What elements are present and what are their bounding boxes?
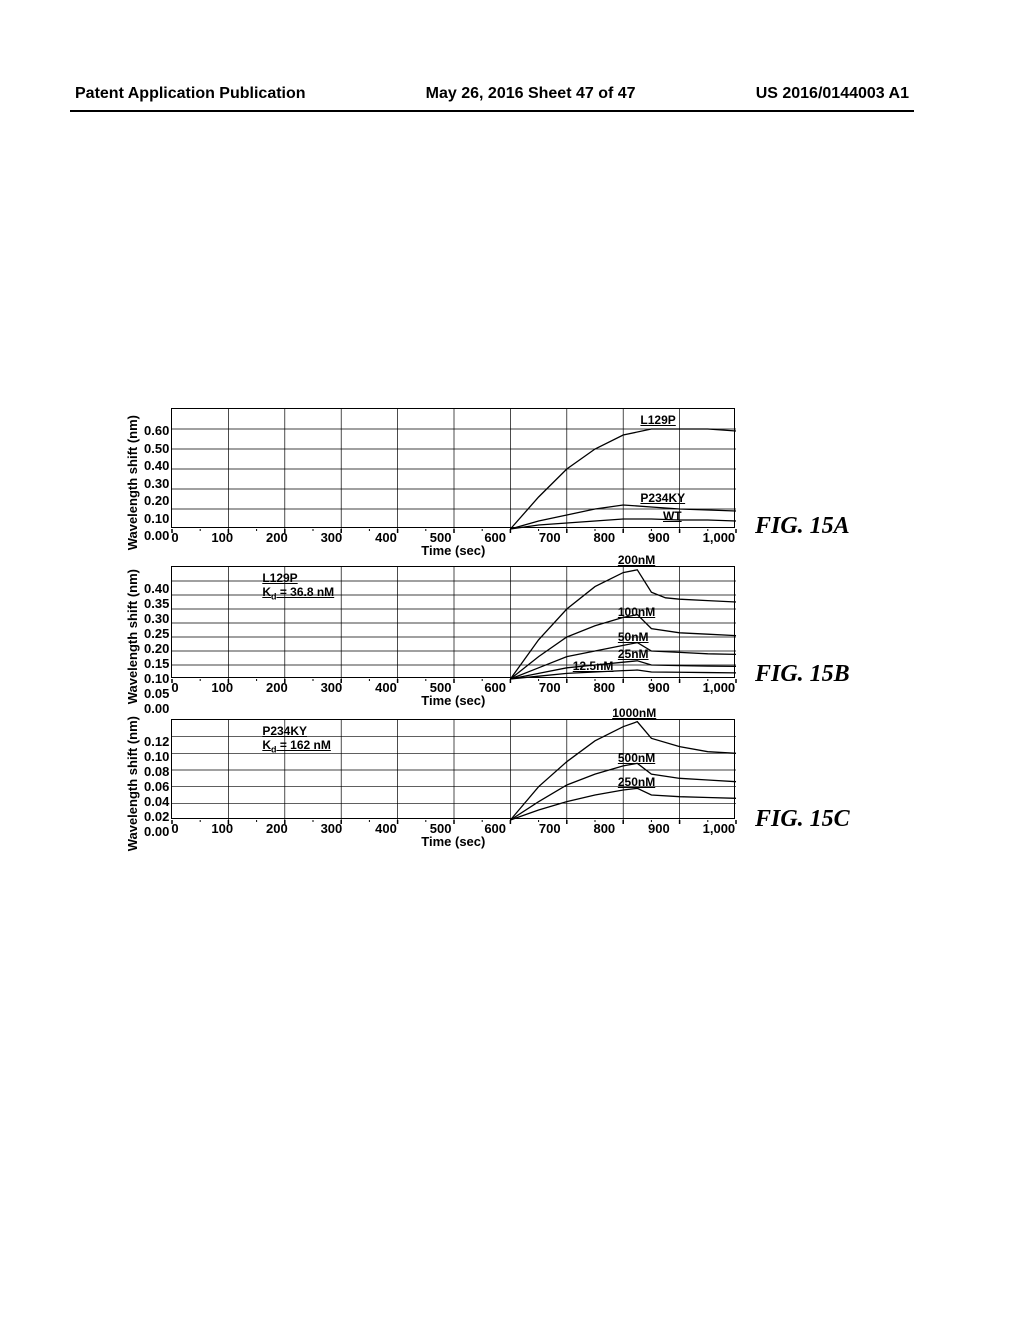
- plot-b: 200nM100nM50nM25nM12.5nML129PKd = 36.8 n…: [171, 566, 735, 678]
- fig-label-15c: FIG. 15C: [755, 806, 850, 833]
- ytick: 0.02: [144, 809, 169, 824]
- page-header: Patent Application Publication May 26, 2…: [0, 85, 1024, 103]
- series-label: 12.5nM: [573, 659, 614, 673]
- ytick: 0.35: [144, 596, 169, 611]
- ytick: 0.40: [144, 581, 169, 596]
- xlabel-c: Time (sec): [171, 834, 735, 849]
- series-label: 500nM: [618, 751, 655, 765]
- yticks-b: 0.400.350.300.250.200.150.100.050.00: [144, 581, 171, 693]
- series-label: L129P: [640, 413, 675, 427]
- ylabel-b: Wavelength shift (nm): [125, 569, 140, 704]
- ytick: 0.10: [144, 671, 169, 686]
- fig-label-15a: FIG. 15A: [755, 513, 850, 540]
- series-label: WT: [663, 509, 682, 523]
- yticks-a: 0.60 0.50 0.40 0.30 0.20 0.10 0.00: [144, 423, 171, 543]
- chart-15a: Wavelength shift (nm) 0.600.500.400.300.…: [125, 408, 895, 558]
- ytick: 0.20: [144, 641, 169, 656]
- chart-15b: Wavelength shift (nm) 0.400.350.300.250.…: [125, 566, 895, 708]
- ytick: 0.10: [144, 749, 169, 764]
- series-label: 100nM: [618, 605, 655, 619]
- series-label: 50nM: [618, 630, 649, 644]
- ytick: 0.20: [144, 493, 169, 508]
- fig-label-15b: FIG. 15B: [755, 661, 850, 688]
- ytick: 0.00: [144, 701, 169, 716]
- figure-area: Wavelength shift (nm) 0.600.500.400.300.…: [125, 408, 895, 859]
- plot-c: 1000nM500nM250nMP234KYKd = 162 nM: [171, 719, 735, 819]
- series-label: 200nM: [618, 553, 655, 567]
- ytick: 0.00: [144, 824, 169, 839]
- ylabel-c: Wavelength shift (nm): [125, 716, 140, 851]
- ytick: 0.50: [144, 441, 169, 456]
- ytick: 0.15: [144, 656, 169, 671]
- ytick: 0.04: [144, 794, 169, 809]
- header-center: May 26, 2016 Sheet 47 of 47: [426, 85, 636, 103]
- header-rule: [70, 110, 914, 112]
- ytick: 0.08: [144, 764, 169, 779]
- series-label: 25nM: [618, 647, 649, 661]
- plot-a: L129P P234KY WT: [171, 408, 735, 528]
- ytick: 0.00: [144, 528, 169, 543]
- ytick: 0.40: [144, 458, 169, 473]
- ytick: 0.30: [144, 476, 169, 491]
- series-label: 1000nM: [612, 706, 656, 720]
- ytick: 0.60: [144, 423, 169, 438]
- yticks-c: 0.120.100.080.060.040.020.00: [144, 734, 171, 834]
- chart-15c: Wavelength shift (nm) 0.120.100.080.060.…: [125, 716, 895, 851]
- ytick: 0.25: [144, 626, 169, 641]
- header-right: US 2016/0144003 A1: [756, 85, 909, 103]
- ylabel-a: Wavelength shift (nm): [125, 415, 140, 550]
- header-left: Patent Application Publication: [75, 85, 306, 103]
- series-label: 250nM: [618, 775, 655, 789]
- kd-box: L129PKd = 36.8 nM: [262, 571, 334, 601]
- ytick: 0.30: [144, 611, 169, 626]
- kd-box: P234KYKd = 162 nM: [262, 724, 331, 754]
- ytick: 0.06: [144, 779, 169, 794]
- ytick: 0.12: [144, 734, 169, 749]
- ytick: 0.10: [144, 511, 169, 526]
- ytick: 0.05: [144, 686, 169, 701]
- series-label: P234KY: [640, 491, 685, 505]
